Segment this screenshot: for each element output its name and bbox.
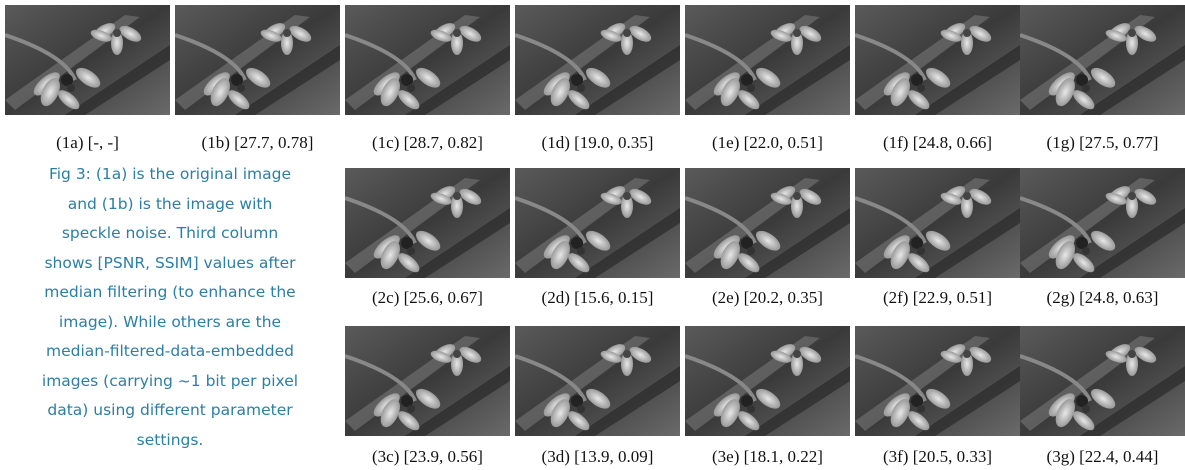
image-cell: (1g) [27.5, 0.77] <box>1020 5 1185 115</box>
image-cell: (2e) [20.2, 0.35] <box>685 168 850 278</box>
image <box>855 326 1020 436</box>
caption-line: speckle noise. Third column <box>0 219 340 249</box>
image-caption: (1f) [24.8, 0.66] <box>845 133 1030 153</box>
image-cell: (2g) [24.8, 0.63] <box>1020 168 1185 278</box>
caption-line: median-filtered-data-embedded <box>0 337 340 367</box>
image-caption: (1b) [27.7, 0.78] <box>165 133 350 153</box>
image-cell: (1f) [24.8, 0.66] <box>855 5 1020 115</box>
image-caption: (3e) [18.1, 0.22] <box>675 447 860 467</box>
caption-line: settings. <box>0 426 340 456</box>
image <box>515 168 680 278</box>
image-caption: (3c) [23.9, 0.56] <box>335 447 520 467</box>
image-caption: (2f) [22.9, 0.51] <box>845 288 1030 308</box>
image-cell: (2c) [25.6, 0.67] <box>345 168 510 278</box>
caption-line: and (1b) is the image with <box>0 190 340 220</box>
image-cell: (3g) [22.4, 0.44] <box>1020 326 1185 436</box>
image-caption: (3f) [20.5, 0.33] <box>845 447 1030 467</box>
image-caption: (2c) [25.6, 0.67] <box>335 288 520 308</box>
image-cell: (1c) [28.7, 0.82] <box>345 5 510 115</box>
image <box>855 5 1020 115</box>
image <box>685 326 850 436</box>
image-cell: (3e) [18.1, 0.22] <box>685 326 850 436</box>
image <box>345 5 510 115</box>
image-caption: (1e) [22.0, 0.51] <box>675 133 860 153</box>
image-cell: (3c) [23.9, 0.56] <box>345 326 510 436</box>
caption-line: data) using different parameter <box>0 396 340 426</box>
caption-line: Fig 3: (1a) is the original image <box>0 160 340 190</box>
image-caption: (2d) [15.6, 0.15] <box>505 288 690 308</box>
image <box>515 326 680 436</box>
image-cell: (3d) [13.9, 0.09] <box>515 326 680 436</box>
image <box>685 168 850 278</box>
image-cell: (1e) [22.0, 0.51] <box>685 5 850 115</box>
image <box>1020 168 1185 278</box>
image-caption: (2g) [24.8, 0.63] <box>1010 288 1185 308</box>
image <box>1020 5 1185 115</box>
image <box>1020 326 1185 436</box>
image-caption: (1d) [19.0, 0.35] <box>505 133 690 153</box>
image-cell: (1b) [27.7, 0.78] <box>175 5 340 115</box>
image-cell: (1a) [-, -] <box>5 5 170 115</box>
image <box>515 5 680 115</box>
image-cell: (2d) [15.6, 0.15] <box>515 168 680 278</box>
caption-line: median filtering (to enhance the <box>0 278 340 308</box>
image-caption: (2e) [20.2, 0.35] <box>675 288 860 308</box>
image <box>855 168 1020 278</box>
image-caption: (3g) [22.4, 0.44] <box>1010 447 1185 467</box>
image-caption: (3d) [13.9, 0.09] <box>505 447 690 467</box>
image-cell: (1d) [19.0, 0.35] <box>515 5 680 115</box>
image-cell: (2f) [22.9, 0.51] <box>855 168 1020 278</box>
image-caption: (1a) [-, -] <box>0 133 180 153</box>
caption-line: shows [PSNR, SSIM] values after <box>0 249 340 279</box>
image-cell: (3f) [20.5, 0.33] <box>855 326 1020 436</box>
image-caption: (1c) [28.7, 0.82] <box>335 133 520 153</box>
image-caption: (1g) [27.5, 0.77] <box>1010 133 1185 153</box>
figure: Fig 3: (1a) is the original imageand (1b… <box>0 0 1185 470</box>
image <box>175 5 340 115</box>
image <box>345 326 510 436</box>
caption-line: image). While others are the <box>0 308 340 338</box>
image <box>345 168 510 278</box>
image <box>685 5 850 115</box>
caption-line: images (carrying ~1 bit per pixel <box>0 367 340 397</box>
image <box>5 5 170 115</box>
